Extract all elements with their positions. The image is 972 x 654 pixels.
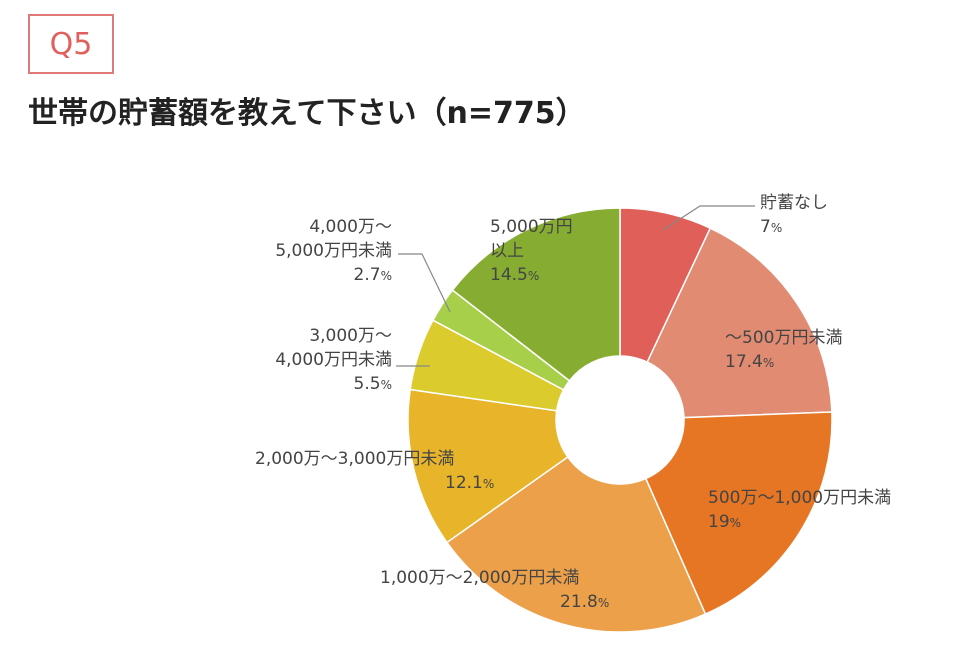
pie-slice <box>407 388 569 544</box>
data-label: 5.5% <box>354 374 392 394</box>
slice-label: 1,000万～2,000万円未満 <box>380 568 579 588</box>
data-label: 12.1% <box>445 473 494 493</box>
leader-line <box>398 253 451 313</box>
slice-label: 4,000万円未満 <box>275 350 392 370</box>
slice-label: ～500万円未満 <box>725 328 842 348</box>
slice-label: 貯蓄なし <box>760 193 828 213</box>
slice-label: 3,000万～ <box>309 326 392 346</box>
slice-label: 5,000万円未満 <box>275 241 392 261</box>
data-label: 2.7% <box>354 265 392 285</box>
slice-label: 以上 <box>490 241 524 261</box>
data-label: 17.4% <box>725 352 774 372</box>
slice-label: 5,000万円 <box>490 217 573 237</box>
data-label: 19% <box>708 512 741 532</box>
pie-slice <box>445 455 707 633</box>
data-label: 21.8% <box>560 592 609 612</box>
slice-label: 500万～1,000万円未満 <box>708 488 891 508</box>
data-label: 14.5% <box>490 265 539 285</box>
pie-slice <box>644 411 833 616</box>
leader-line <box>662 205 755 231</box>
pie-slice <box>646 227 833 419</box>
page-title: 世帯の貯蓄額を教えて下さい（n=775） <box>28 96 586 131</box>
data-label: 7% <box>760 217 782 237</box>
slice-label: 4,000万～ <box>309 217 392 237</box>
slice-label: 2,000万～3,000万円未満 <box>255 449 454 469</box>
pie-slice <box>451 207 621 382</box>
question-badge: Q5 <box>28 14 114 74</box>
